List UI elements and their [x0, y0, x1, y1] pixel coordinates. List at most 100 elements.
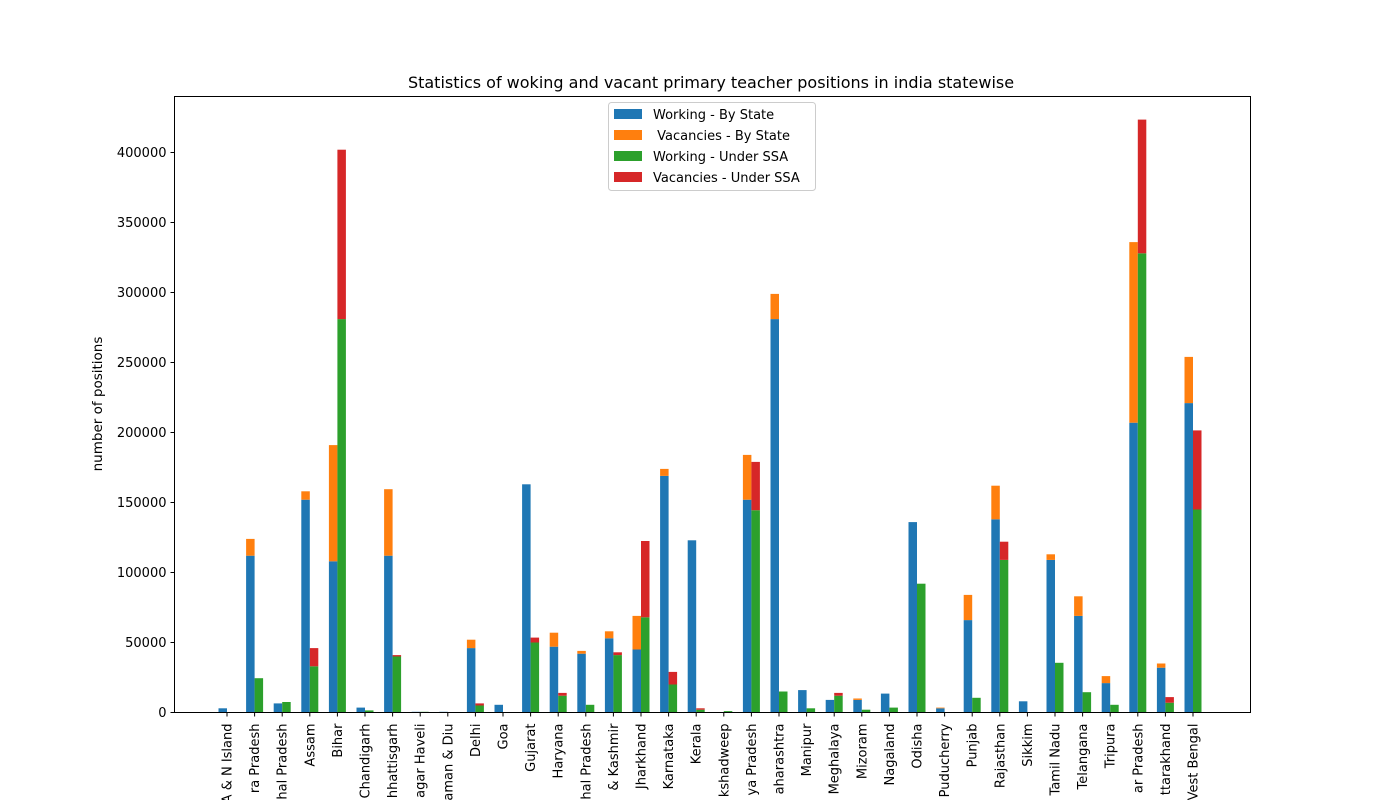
- bar-series1-12: [549, 632, 559, 647]
- bar-series1-14: [604, 631, 614, 639]
- x-tick-label-28: Rajasthan: [993, 724, 1008, 789]
- bar-series0-1: [246, 555, 255, 713]
- bar-series0-24: [880, 693, 890, 713]
- bar-series1-28: [991, 485, 1000, 520]
- y-tick-label-8: 400000: [117, 146, 167, 161]
- x-tick-label-5: Chandigarh: [359, 724, 374, 799]
- x-tick-label-18: kshadweep: [717, 724, 732, 798]
- bar-series3-19: [751, 461, 760, 511]
- x-tick-label-4: Bihar: [331, 723, 346, 758]
- bar-series2-30: [1055, 662, 1064, 713]
- bar-series3-15: [641, 541, 650, 618]
- bar-series0-5: [356, 707, 365, 713]
- bar-series0-16: [660, 475, 669, 713]
- bar-series0-35: [1184, 403, 1193, 713]
- bar-series1-6: [384, 489, 393, 556]
- bar-series1-30: [1046, 554, 1055, 560]
- bar-series0-19: [742, 499, 752, 713]
- bar-series1-23: [853, 698, 862, 700]
- bar-series0-26: [936, 708, 945, 713]
- bar-series0-14: [604, 638, 614, 713]
- x-tick-label-21: Manipur: [800, 723, 815, 777]
- bar-series3-17: [696, 708, 705, 710]
- bar-series1-31: [1074, 596, 1083, 616]
- bar-series0-31: [1074, 615, 1083, 713]
- bar-series2-17: [696, 709, 705, 713]
- x-tick-label-15: Jharkhand: [635, 724, 650, 791]
- x-tick-label-19: ya Pradesh: [745, 724, 760, 796]
- bar-series3-14: [613, 652, 622, 656]
- x-tick-label-9: Delhi: [469, 724, 484, 757]
- bar-series0-10: [494, 704, 503, 713]
- legend-swatch-3: [614, 172, 642, 182]
- bar-series0-9: [466, 648, 476, 713]
- bar-series0-32: [1101, 683, 1111, 713]
- x-tick-label-2: hal Pradesh: [276, 724, 291, 800]
- bar-series2-18: [723, 711, 733, 713]
- x-tick-label-35: Vest Bengal: [1187, 724, 1202, 800]
- bar-series0-3: [301, 499, 310, 713]
- y-tick-label-4: 200000: [117, 426, 167, 441]
- bar-series2-28: [999, 559, 1009, 713]
- bars-layer: [218, 119, 1202, 713]
- bar-series2-31: [1082, 692, 1092, 713]
- y-tick-label-3: 150000: [117, 496, 167, 511]
- bar-series0-6: [384, 555, 393, 713]
- x-tick-label-0: A & N Island: [221, 724, 236, 800]
- bar-series2-13: [585, 704, 595, 713]
- bar-series1-33: [1129, 242, 1138, 423]
- bar-series2-35: [1193, 509, 1202, 713]
- bar-series1-3: [301, 491, 310, 500]
- bar-series2-25: [917, 583, 926, 713]
- bar-series0-33: [1129, 422, 1138, 713]
- bar-series0-25: [908, 522, 917, 713]
- x-tick-label-16: Karnataka: [662, 724, 677, 790]
- bar-series2-16: [668, 684, 678, 713]
- bar-series2-21: [806, 708, 816, 713]
- x-tick-label-10: Goa: [497, 724, 512, 750]
- x-tick-label-13: hal Pradesh: [579, 724, 594, 800]
- bar-series3-33: [1137, 119, 1147, 254]
- bar-series3-22: [834, 692, 843, 696]
- y-tick-label-6: 300000: [117, 286, 167, 301]
- bar-series1-9: [466, 639, 476, 649]
- bar-series2-33: [1137, 253, 1147, 713]
- x-tick-label-26: Puducherry: [938, 723, 953, 797]
- x-tick-label-1: ra Pradesh: [248, 724, 263, 794]
- x-tick-label-8: aman & Diu: [441, 724, 456, 800]
- x-tick-label-32: Tripura: [1104, 724, 1119, 770]
- x-tick-label-33: ar Pradesh: [1131, 724, 1146, 794]
- bar-series1-34: [1156, 663, 1166, 668]
- bar-series2-32: [1110, 704, 1119, 713]
- bar-series3-6: [392, 655, 402, 657]
- y-tick-label-0: 0: [158, 706, 166, 721]
- x-tick-label-27: Punjab: [966, 724, 981, 768]
- legend-label-2: Working - Under SSA: [653, 150, 788, 165]
- bar-series1-26: [936, 707, 945, 709]
- bar-series3-34: [1165, 697, 1174, 703]
- x-tick-label-20: aharashtra: [773, 724, 788, 795]
- legend-label-3: Vacancies - Under SSA: [653, 171, 800, 186]
- bar-series2-24: [889, 707, 898, 713]
- x-tick-label-3: Assam: [303, 724, 318, 767]
- x-tick-label-31: Telangana: [1076, 724, 1091, 791]
- y-tick-label-5: 250000: [117, 356, 167, 371]
- bar-series2-4: [337, 319, 346, 713]
- bar-series0-29: [1018, 701, 1028, 713]
- bar-series2-2: [282, 702, 291, 713]
- bar-series2-11: [530, 642, 540, 713]
- bar-series2-20: [779, 691, 788, 713]
- legend-swatch-2: [614, 151, 642, 161]
- bar-series0-12: [549, 646, 559, 713]
- bar-series2-12: [558, 695, 567, 713]
- bar-series1-32: [1101, 676, 1111, 684]
- x-tick-label-7: agar Haveli: [414, 724, 429, 798]
- x-tick-label-34: ttarakhand: [1159, 724, 1174, 796]
- bar-series1-13: [577, 650, 586, 654]
- bar-series3-35: [1193, 430, 1202, 510]
- y-tick-label-2: 100000: [117, 566, 167, 581]
- x-tick-label-24: Nagaland: [883, 724, 898, 786]
- bar-series0-30: [1046, 559, 1055, 713]
- x-tick-label-22: Meghalaya: [828, 724, 843, 795]
